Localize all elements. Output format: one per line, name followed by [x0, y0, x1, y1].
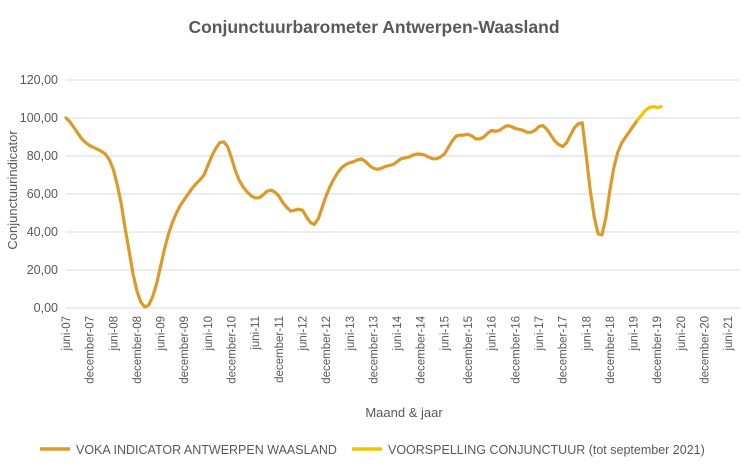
legend-label: VOKA INDICATOR ANTWERPEN WAASLAND: [76, 443, 337, 457]
x-axis-ticks: juni-07 december-07 juni-08 december-08 juni…: [61, 315, 735, 383]
y-tick-label: 40,00: [27, 225, 58, 239]
x-tick-label: december-12: [321, 316, 333, 384]
x-tick-label: december-18: [605, 316, 617, 384]
y-tick-label: 80,00: [27, 149, 58, 163]
x-tick-label: december-08: [132, 316, 144, 384]
x-tick-label: december-14: [416, 315, 428, 383]
x-tick-label: juni-21: [723, 316, 735, 352]
x-tick-label: juni-19: [629, 316, 641, 352]
x-tick-label: december-09: [179, 316, 191, 384]
x-tick-label: december-13: [368, 316, 380, 384]
x-tick-label: juni-11: [250, 316, 262, 351]
x-tick-label: juni-10: [203, 316, 215, 352]
x-tick-label: december-16: [510, 316, 522, 384]
x-tick-label: juni-15: [439, 316, 451, 352]
x-tick-label: december-11: [274, 316, 286, 383]
x-tick-label: juni-17: [534, 316, 546, 352]
series-lines: [64, 105, 663, 309]
y-tick-label: 0,00: [34, 301, 58, 315]
chart-title: Conjunctuurbarometer Antwerpen-Waasland: [188, 17, 559, 37]
x-tick-label: december-07: [85, 316, 97, 384]
x-tick-label: december-10: [227, 316, 239, 384]
x-tick-label: juni-14: [392, 315, 404, 351]
x-tick-label: juni-12: [297, 316, 309, 352]
x-tick-label: juni-20: [676, 316, 688, 352]
x-tick-label: juni-13: [345, 316, 357, 352]
y-tick-label: 20,00: [27, 263, 58, 277]
legend: VOKA INDICATOR ANTWERPEN WAASLAND VOORSPE…: [40, 443, 705, 457]
x-tick-label: december-15: [463, 316, 475, 384]
x-tick-label: juni-09: [156, 316, 168, 352]
series-line-voka-indicator: [64, 116, 640, 309]
y-tick-label: 100,00: [20, 111, 58, 125]
x-tick-label: december-20: [700, 316, 712, 384]
y-axis-label: Conjunctuurindicator: [5, 130, 20, 250]
x-tick-label: juni-08: [108, 316, 120, 352]
series-line-voorspelling: [635, 105, 663, 122]
x-tick-label: december-19: [652, 316, 664, 384]
gridlines: [66, 79, 740, 309]
x-tick-label: juni-07: [61, 316, 73, 352]
x-tick-label: juni-18: [581, 316, 593, 352]
y-tick-label: 60,00: [27, 187, 58, 201]
x-tick-label: december-17: [558, 316, 570, 384]
y-axis-ticks: 0,00 20,00 40,00 60,00 80,00 100,00 120,00: [20, 73, 58, 315]
legend-label: VOORSPELLING CONJUNCTUUR (tot september …: [388, 443, 705, 457]
x-axis-label: Maand & jaar: [365, 405, 443, 420]
x-tick-label: juni-16: [487, 316, 499, 352]
y-tick-label: 120,00: [20, 73, 58, 87]
